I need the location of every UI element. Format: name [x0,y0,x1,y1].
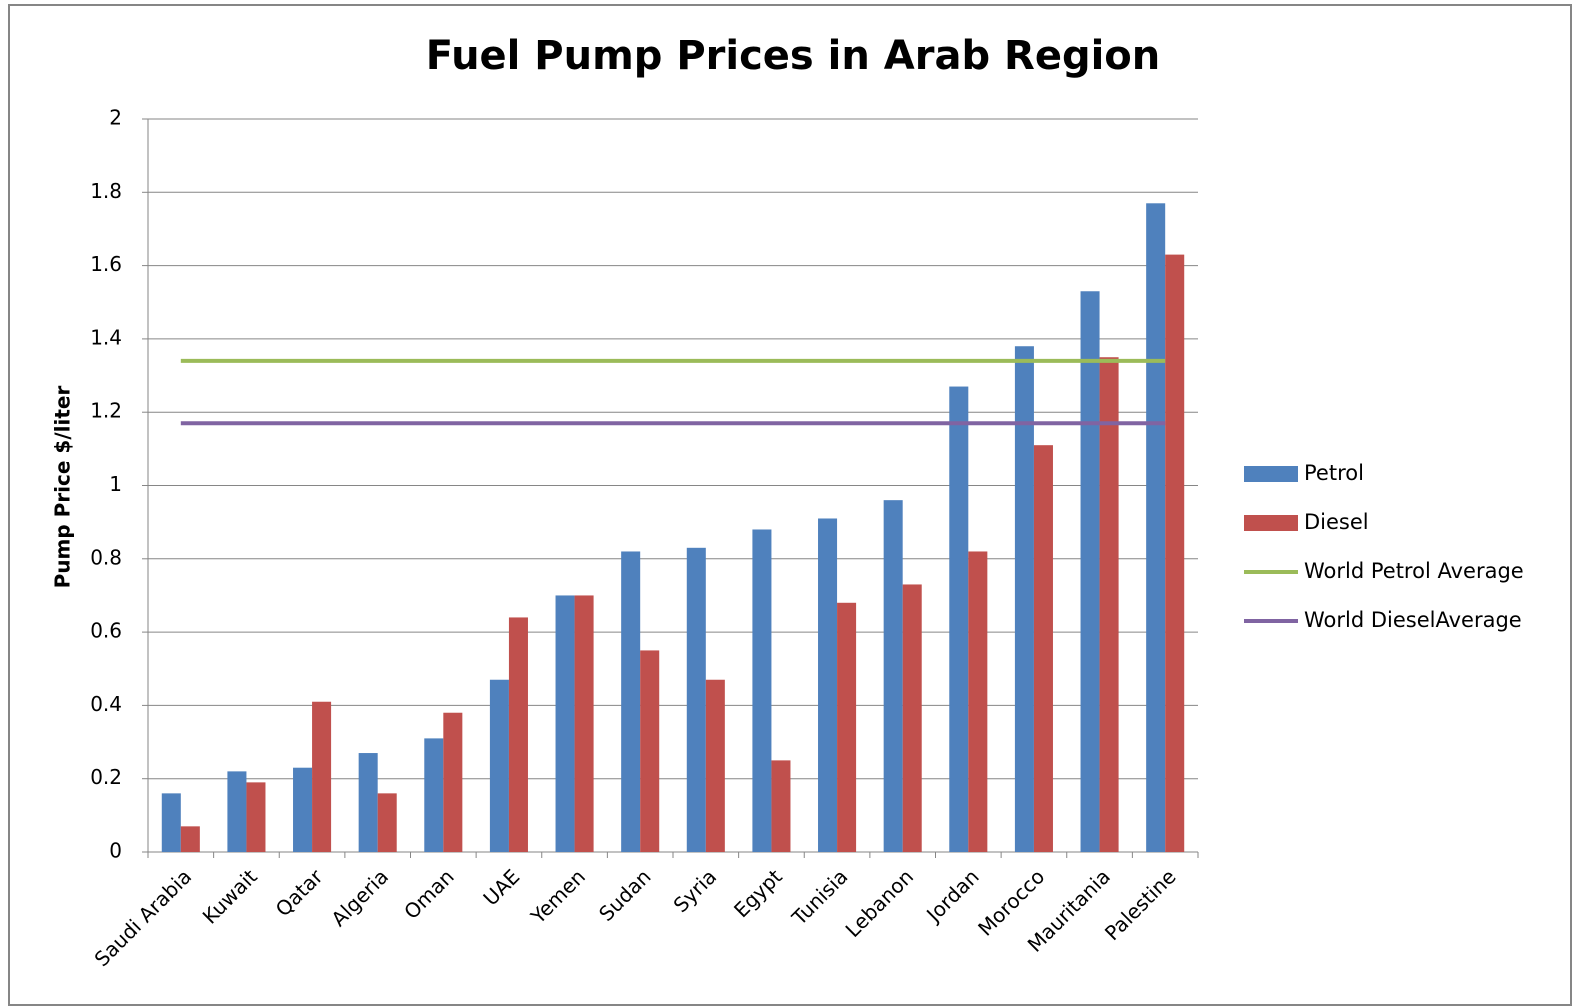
bar [489,679,509,852]
bar [424,738,444,852]
bar [752,529,772,852]
bar [1014,346,1034,852]
y-tick-label: 1.4 [90,325,122,349]
legend-label: Diesel [1304,510,1369,534]
bar [1033,445,1053,852]
y-tick-label: 0.8 [90,545,122,569]
bar [640,650,660,852]
legend-label: World Petrol Average [1304,559,1524,583]
y-axis-label: Pump Price $/liter [51,386,75,589]
bar [837,602,857,852]
bar [818,518,838,852]
bar [1146,203,1166,853]
bar [968,551,988,852]
y-tick-label: 1.6 [90,252,122,276]
bar [883,500,903,852]
bar [902,584,922,852]
bar [180,826,200,852]
y-tick-label: 2 [109,106,122,130]
legend-swatch [1244,466,1298,482]
bar [293,767,313,852]
bar [161,793,181,852]
legend-label: Petrol [1304,461,1364,485]
bar [377,793,397,852]
bar [686,547,706,852]
bar [1099,357,1119,852]
bar [508,617,528,852]
bar [227,771,247,852]
y-tick-label: 0.2 [90,765,122,789]
bar [246,782,266,852]
bar [705,679,725,852]
bar [771,760,791,852]
y-tick-label: 1.8 [90,179,122,203]
y-tick-label: 0.4 [90,692,122,716]
y-tick-label: 1.2 [90,399,122,423]
y-tick-label: 0 [109,839,122,863]
bar [949,386,969,852]
bar [312,701,332,852]
bar [574,595,594,852]
chart-title: Fuel Pump Prices in Arab Region [426,33,1161,79]
y-tick-label: 0.6 [90,619,122,643]
bar [358,753,378,852]
bar [1080,291,1100,852]
bar [443,712,463,852]
bar [555,595,575,852]
y-tick-label: 1 [109,472,122,496]
bar [1165,254,1185,853]
chart-frame [8,4,1572,1006]
legend-label: World DieselAverage [1304,608,1522,632]
legend-swatch [1244,515,1298,531]
bar [621,551,641,852]
